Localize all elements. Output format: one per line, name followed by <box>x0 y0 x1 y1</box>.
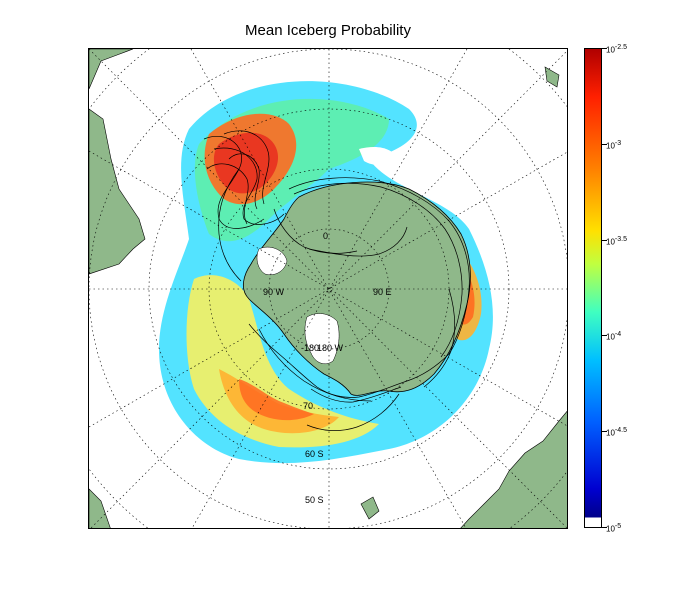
colorbar-tick-exponent: -2.5 <box>614 44 627 51</box>
colorbar-tick <box>602 143 607 145</box>
graticule <box>89 49 567 528</box>
lat-label-70s: 70 <box>303 401 313 411</box>
colorbar <box>584 48 602 528</box>
colorbar-tick-base: 10 <box>606 524 615 534</box>
south-america-land <box>89 49 146 275</box>
colorbar-tick <box>602 431 607 433</box>
lon-label-90w: 90 W <box>263 287 285 297</box>
colorbar-tick-label: 10-4.5 <box>606 426 627 439</box>
colorbar-tick <box>602 239 607 241</box>
colorbar-tick-exponent: -4.5 <box>614 427 627 435</box>
colorbar-tick-base: 10 <box>606 428 615 438</box>
polar-map: 0 90 W 90 E 180 W -180 70 60 S 50 S <box>89 49 567 528</box>
colorbar-tick <box>602 48 607 49</box>
colorbar-tick-base: 10 <box>606 237 615 247</box>
colorbar-tick-exponent: -3.5 <box>614 235 627 243</box>
colorbar-tick-label: 10-5 <box>606 522 621 535</box>
lon-label-0: 0 <box>323 231 328 241</box>
colorbar-tick-label: 10-4 <box>606 330 621 343</box>
colorbar-tick <box>602 335 607 337</box>
map-panel[interactable]: 0 90 W 90 E 180 W -180 70 60 S 50 S <box>88 48 568 529</box>
colorbar-tick-exponent: -3 <box>614 139 622 147</box>
lon-label-neg180: -180 <box>301 343 319 353</box>
lon-label-180w: 180 W <box>317 343 344 353</box>
colorbar-tick-exponent: -4 <box>614 331 622 339</box>
colorbar-tick-base: 10 <box>606 141 615 151</box>
africa-land <box>460 410 567 528</box>
lon-label-90e: 90 E <box>373 287 392 297</box>
antarctica-land <box>242 181 471 396</box>
colorbar-tick-base: 10 <box>606 333 615 343</box>
lat-label-50s: 50 S <box>305 495 324 505</box>
lat-label-60s: 60 S <box>305 449 324 459</box>
iceberg-tracks <box>203 130 470 431</box>
weddell-ice-shelf <box>256 246 288 275</box>
colorbar-tick-label: 10-3.5 <box>606 235 627 248</box>
colorbar-tick-label: 10-2.5 <box>606 43 627 56</box>
colorbar-tick-base: 10 <box>606 45 615 55</box>
colorbar-tick <box>602 527 607 528</box>
island-land <box>89 66 560 528</box>
colorbar-tick-label: 10-3 <box>606 139 621 152</box>
chart-title: Mean Iceberg Probability <box>245 22 411 39</box>
colorbar-tick-exponent: -5 <box>614 523 622 530</box>
sea-ice-patch <box>359 147 397 166</box>
